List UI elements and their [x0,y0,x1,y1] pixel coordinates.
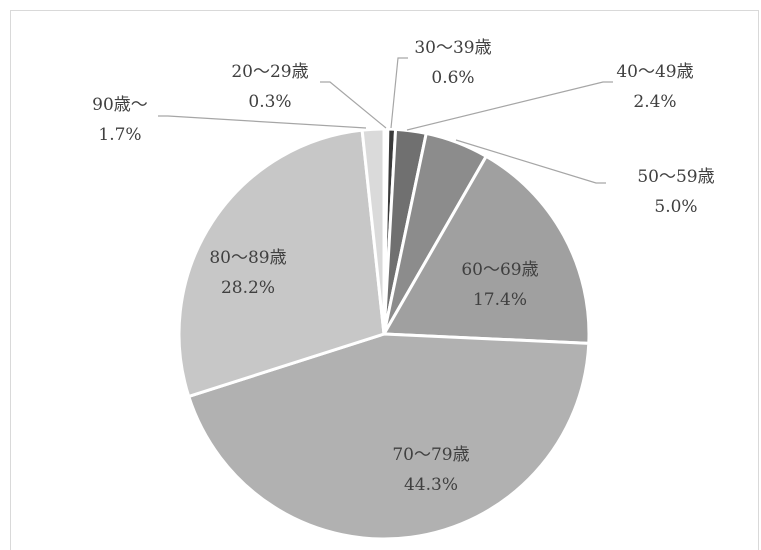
slice-category-label-1: 30～39歳 [414,38,491,58]
slice-value-label-4: 17.4% [473,290,527,310]
slice-labels: 20～29歳 0.3% 30～39歳 0.6% 40～49歳 2.4% 50～59歳 5.0%… [92,38,714,495]
leader-line-0 [320,81,387,129]
slice-category-label-2: 40～49歳 [616,62,693,82]
slice-value-label-7: 1.7% [98,125,141,145]
leader-lines [158,57,613,184]
leader-line-3 [455,139,606,184]
chart-frame [10,10,759,550]
slice-value-label-3: 5.0% [654,197,697,217]
leader-line-7 [158,115,367,129]
slice-category-label-7: 90歳～ [92,95,148,115]
slice-category-label-3: 50～59歳 [637,167,714,187]
pie-slice-4 [382,154,591,345]
leader-line-2 [406,81,613,131]
pie-slice-7 [360,127,386,336]
pie-slices [177,127,591,541]
slice-value-label-0: 0.3% [248,92,291,112]
slice-value-label-6: 28.2% [221,278,275,298]
slice-category-label-6: 80～89歳 [209,248,286,268]
slice-category-label-0: 20～29歳 [231,62,308,82]
pie-slice-6 [177,128,386,398]
slice-value-label-5: 44.3% [404,475,458,495]
slice-category-label-5: 70～79歳 [392,445,469,465]
pie-slice-5 [187,332,591,541]
leader-line-1 [390,57,408,129]
slice-value-label-2: 2.4% [633,92,676,112]
slice-value-label-1: 0.6% [431,68,474,88]
slice-category-label-4: 60～69歳 [461,260,538,280]
